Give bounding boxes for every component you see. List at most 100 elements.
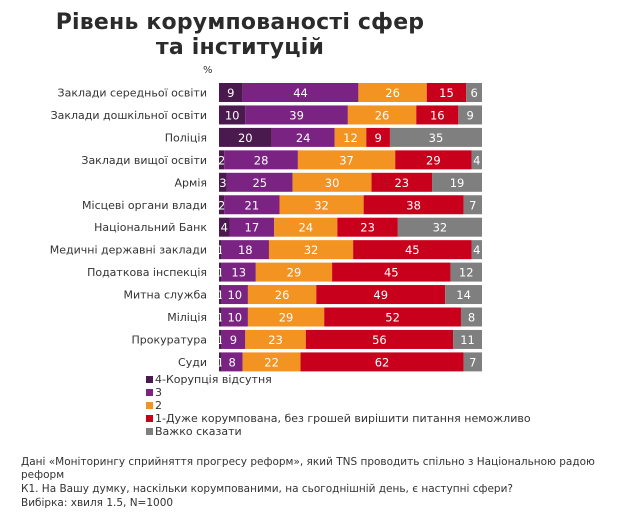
data-label: 1 bbox=[217, 266, 224, 280]
data-label: 24 bbox=[298, 221, 313, 235]
bar-segment bbox=[245, 105, 348, 125]
data-label: 9 bbox=[374, 131, 381, 145]
data-label: 9 bbox=[230, 333, 237, 347]
data-label: 29 bbox=[426, 153, 441, 167]
data-label: 3 bbox=[219, 176, 226, 190]
bar-segment bbox=[337, 217, 398, 237]
bar-segment bbox=[324, 307, 461, 327]
bar-segment bbox=[221, 352, 243, 372]
legend: 4-Корупція відсутня 3 2 1-Дуже корумпована,… bbox=[146, 373, 531, 438]
bar-segment bbox=[305, 329, 454, 349]
data-label: 20 bbox=[238, 131, 253, 145]
bar-segment bbox=[219, 150, 225, 170]
bar-segment bbox=[268, 240, 354, 260]
data-label: 1 bbox=[217, 355, 224, 369]
bar-segment bbox=[219, 329, 222, 349]
bar-segment bbox=[416, 105, 459, 125]
data-label: 24 bbox=[296, 131, 311, 145]
unit-label: % bbox=[203, 65, 213, 76]
bar-segment bbox=[371, 172, 433, 192]
bar-segment bbox=[397, 217, 482, 237]
category-label: Заклади середньої освіти bbox=[58, 87, 207, 100]
data-label: 28 bbox=[254, 153, 269, 167]
data-label: 23 bbox=[360, 221, 375, 235]
data-label: 29 bbox=[287, 266, 302, 280]
data-label: 4 bbox=[473, 153, 480, 167]
data-label: 26 bbox=[275, 288, 290, 302]
data-label: 7 bbox=[469, 355, 476, 369]
category-label: Поліція bbox=[165, 131, 207, 144]
data-label: 30 bbox=[325, 176, 340, 190]
data-label: 1 bbox=[217, 311, 224, 325]
data-label: 12 bbox=[459, 266, 474, 280]
data-label: 45 bbox=[405, 243, 420, 257]
data-label: 19 bbox=[450, 176, 465, 190]
data-label: 4 bbox=[473, 243, 480, 257]
bar-segment bbox=[247, 307, 325, 327]
data-label: 45 bbox=[384, 266, 399, 280]
data-label: 25 bbox=[252, 176, 267, 190]
data-label: 32 bbox=[433, 221, 448, 235]
bar-segment bbox=[332, 262, 451, 282]
chart-title: Рівень корумпованості сфер та інституцій bbox=[55, 10, 425, 60]
bar-segment bbox=[358, 83, 427, 102]
bar-segment bbox=[366, 127, 390, 147]
bar-row: Міліція 1 10 29 52 8 bbox=[167, 307, 482, 327]
category-label: Національний Банк bbox=[94, 221, 207, 234]
bar-segment bbox=[297, 150, 396, 170]
bar-row: Суди 1 8 22 62 7 bbox=[178, 352, 482, 372]
data-label: 26 bbox=[375, 108, 390, 122]
bar-segment bbox=[221, 285, 248, 305]
bar-segment bbox=[395, 150, 472, 170]
data-label: 23 bbox=[394, 176, 409, 190]
data-label: 39 bbox=[289, 108, 304, 122]
bar-segment bbox=[460, 307, 482, 327]
data-label: 2 bbox=[218, 153, 225, 167]
notes: Дані «Моніторингу сприйняття прогресу ре… bbox=[21, 456, 611, 511]
bar-segment bbox=[471, 240, 482, 260]
bar-segment bbox=[224, 150, 298, 170]
bar-segment bbox=[245, 329, 306, 349]
bar-segment bbox=[300, 352, 464, 372]
bar-row: Заклади вищої освіти 2 28 37 29 4 bbox=[81, 150, 482, 170]
legend-item: 1-Дуже корумпована, без грошей вирішити … bbox=[146, 412, 531, 425]
data-label: 6 bbox=[470, 86, 477, 100]
bar-segment bbox=[292, 172, 372, 192]
data-label: 62 bbox=[375, 355, 390, 369]
data-label: 14 bbox=[456, 288, 471, 302]
bar-segment bbox=[224, 195, 280, 215]
category-label: Прокуратура bbox=[131, 333, 207, 346]
data-label: 22 bbox=[264, 355, 279, 369]
data-label: 12 bbox=[343, 131, 358, 145]
data-label: 7 bbox=[469, 198, 476, 212]
bar-segment bbox=[219, 307, 222, 327]
data-label: 49 bbox=[373, 288, 388, 302]
chart-plot: Заклади середньої освіти 9 44 26 15 6Заклади … bbox=[50, 83, 482, 372]
bar-segment bbox=[219, 195, 225, 215]
legend-item: 4-Корупція відсутня bbox=[146, 373, 531, 386]
data-label: 11 bbox=[460, 333, 475, 347]
bar-segment bbox=[466, 83, 482, 102]
bar-row: Митна служба 1 10 26 49 14 bbox=[124, 285, 482, 305]
data-label: 32 bbox=[304, 243, 319, 257]
legend-label: 3 bbox=[155, 386, 162, 399]
category-label: Податкова інспекція bbox=[87, 266, 207, 279]
data-label: 8 bbox=[468, 311, 475, 325]
bar-segment bbox=[221, 329, 246, 349]
sample-note: Вибірка: хвиля 1.5, N=1000 bbox=[21, 497, 174, 509]
bar-segment bbox=[229, 217, 275, 237]
category-label: Заклади вищої освіти bbox=[81, 154, 207, 167]
data-label: 10 bbox=[227, 311, 242, 325]
data-label: 44 bbox=[293, 86, 308, 100]
data-label: 17 bbox=[245, 221, 260, 235]
bar-segment bbox=[458, 105, 482, 125]
legend-item: 2 bbox=[146, 399, 531, 412]
legend-label: Важко сказати bbox=[155, 425, 242, 438]
bar-segment bbox=[450, 262, 482, 282]
category-label: Армія bbox=[175, 176, 207, 189]
bar-segment bbox=[453, 329, 482, 349]
legend-swatch bbox=[146, 376, 153, 383]
legend-label: 4-Корупція відсутня bbox=[155, 373, 272, 386]
bar-segment bbox=[219, 240, 222, 260]
bar-segment bbox=[255, 262, 333, 282]
